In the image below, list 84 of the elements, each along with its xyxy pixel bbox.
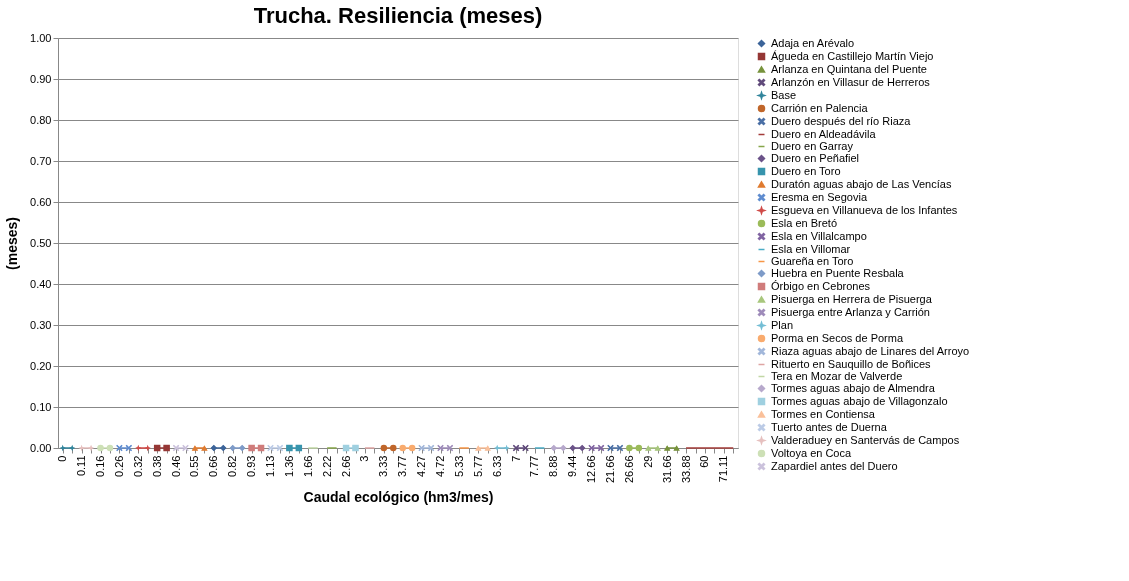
legend-label: Esla en Villomar (771, 242, 851, 255)
y-tick-label: 0.50 (30, 236, 52, 249)
x-tick-label: 3.33 (377, 455, 390, 477)
legend-label: Duero en Garray (771, 139, 854, 152)
x-tick-label: 1.36 (282, 455, 295, 477)
chart-title: Trucha. Resiliencia (meses) (253, 3, 543, 28)
y-tick-label: 0.00 (30, 441, 52, 454)
legend-label: Huebra en Puente Resbala (771, 266, 905, 279)
x-tick-label: 7.77 (528, 455, 541, 477)
legend-label: Tormes aguas abajo de Villagonzalo (771, 394, 948, 407)
x-tick-label: 9.44 (566, 455, 579, 477)
x-tick-label: 12.66 (585, 455, 598, 484)
x-tick-label: 7 (509, 455, 522, 462)
x-tick-label: 21.66 (604, 455, 616, 484)
x-tick-label: 26.66 (622, 455, 635, 484)
x-axis-title: Caudal ecológico (hm3/mes) (303, 489, 494, 506)
x-tick-label: 0.93 (245, 455, 258, 477)
x-tick-label: 29 (641, 455, 654, 468)
x-tick-label: 3.77 (396, 455, 409, 477)
x-tick-label: 33.88 (679, 455, 692, 484)
legend-label: Adaja en Arévalo (771, 36, 855, 49)
legend-label: Arlanzón en Villasur de Herreros (771, 75, 931, 88)
x-tick-label: 2.66 (339, 455, 352, 477)
x-tick-label: 0.46 (169, 455, 182, 477)
x-tick-label: 0.32 (131, 455, 144, 477)
x-tick-label: 1.66 (301, 455, 314, 477)
x-tick-label: 0.16 (94, 455, 106, 477)
legend-label: Zapardiel antes del Duero (771, 459, 898, 472)
y-axis-title: (meses) (4, 217, 21, 270)
y-tick-label: 0.10 (30, 400, 52, 413)
legend-label: Tormes aguas abajo de Almendra (771, 381, 936, 394)
y-tick-label: 0.70 (30, 154, 52, 167)
x-tick-label: 0.55 (188, 455, 201, 477)
x-tick-label: 0.26 (112, 455, 125, 477)
y-tick-label: 0.30 (30, 318, 52, 331)
x-tick-label: 5.33 (452, 455, 465, 477)
y-tick-label: 0.40 (30, 277, 52, 290)
legend-label: Guareña en Toro (771, 254, 854, 267)
y-tick-label: 0.80 (30, 113, 52, 126)
x-tick-label: 4.72 (434, 455, 446, 477)
x-tick-label: 0.11 (75, 455, 88, 477)
legend-label: Esla en Villalcampo (771, 229, 867, 242)
y-tick-label: 0.20 (30, 359, 52, 372)
x-tick-label: 4.27 (415, 455, 428, 477)
y-tick-label: 0.90 (30, 72, 52, 85)
legend-label: Órbigo en Cebrones (771, 279, 871, 292)
legend-label: Rituerto en Sauquillo de Boñices (771, 357, 932, 370)
x-tick-label: 0 (56, 455, 69, 462)
legend-label: Eresma en Segovia (771, 190, 868, 203)
legend-label: Riaza aguas abajo de Linares del Arroyo (771, 344, 970, 357)
x-tick-label: 3 (358, 455, 371, 462)
x-tick-label: 1.13 (264, 455, 276, 477)
legend-label: Carrión en Palencia (771, 101, 869, 114)
y-tick-label: 1.00 (30, 31, 52, 44)
legend-label: Tormes en Contiensa (771, 407, 876, 420)
legend-label: Pisuerga en Herrera de Pisuerga (771, 292, 933, 305)
legend-label: Valderaduey en Santervás de Campos (771, 433, 960, 446)
x-tick-label: 6.33 (490, 455, 503, 477)
legend-label: Porma en Secos de Porma (771, 331, 904, 344)
legend-label: Duero después del río Riaza (771, 114, 912, 127)
legend-label: Tuerto antes de Duerna (771, 420, 888, 433)
legend-label: Duero en Toro (771, 164, 841, 177)
x-tick-label: 31.66 (660, 455, 673, 484)
x-tick-label: 60 (698, 455, 711, 468)
legend-label: Base (771, 88, 797, 101)
legend-label: Duero en Aldeadávila (771, 127, 877, 140)
y-tick-label: 0.60 (30, 195, 52, 208)
x-tick-label: 71.11 (717, 455, 730, 483)
x-tick-label: 8.88 (547, 455, 560, 477)
legend-label: Arlanza en Quintana del Puente (771, 62, 927, 75)
x-tick-label: 0.82 (226, 455, 239, 477)
legend-label: Plan (771, 318, 794, 331)
x-tick-label: 0.38 (150, 455, 163, 477)
legend-label: Esla en Bretó (771, 216, 838, 229)
legend-label: Águeda en Castillejo Martín Viejo (771, 49, 934, 62)
legend-label: Duero en Peñafiel (771, 151, 860, 164)
legend-label: Esgueva en Villanueva de los Infantes (771, 203, 958, 216)
x-tick-label: 2.22 (320, 455, 333, 477)
x-tick-label: 0.66 (207, 455, 220, 477)
legend-label: Pisuerga entre Arlanza y Carrión (771, 305, 930, 318)
legend-label: Duratón aguas abajo de Las Vencías (771, 177, 952, 190)
legend-label: Voltoya en Coca (771, 446, 852, 459)
legend-label: Tera en Mozar de Valverde (771, 369, 903, 382)
x-tick-label: 5.77 (471, 455, 484, 477)
